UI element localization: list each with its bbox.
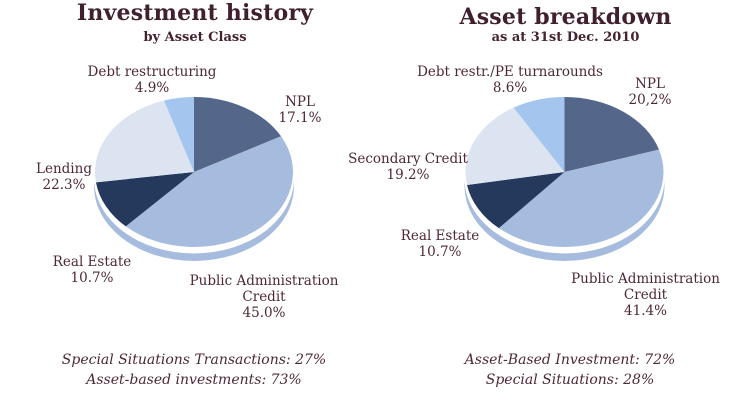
slice-label-text: Secondary Credit xyxy=(348,151,468,167)
asset-breakdown-subtitle: as at 31st Dec. 2010 xyxy=(491,30,640,45)
slice-label-pct: 10.7% xyxy=(70,269,114,286)
slice-label-real-estate: Real Estate 10.7% xyxy=(385,228,495,261)
slice-label-debt-restructuring: Debt restructuring 4.9% xyxy=(67,64,237,97)
slice-label-pct: 19.2% xyxy=(386,166,430,183)
slice-label-real-estate: Real Estate 10.7% xyxy=(37,254,147,287)
investment-history-footnotes: Special Situations Transactions: 27% Ass… xyxy=(34,350,354,391)
pie-slice-secondary-credit xyxy=(465,107,565,185)
slice-label-secondary-credit: Secondary Credit 19.2% xyxy=(333,151,483,184)
slice-label-text: Public Administration Credit xyxy=(571,271,720,303)
pie-slice-lending xyxy=(94,100,194,183)
pie-slice-debt-restr-pe-turnarounds xyxy=(513,97,565,172)
slice-label-pct: 17.1% xyxy=(278,109,322,126)
footnote-line: Special Situations Transactions: 27% xyxy=(61,352,327,368)
asset-breakdown-footnotes: Asset-Based Investment: 72% Special Situ… xyxy=(410,350,730,391)
footnote-line: Special Situations: 28% xyxy=(485,372,655,389)
slice-label-public-administration-credit: Public Administration Credit 41.4% xyxy=(558,271,733,320)
pie-slice-npl xyxy=(564,97,659,172)
slice-label-pct: 22.3% xyxy=(42,176,86,193)
pie-slice-debt-restructuring xyxy=(164,97,194,172)
pie-slice-npl xyxy=(194,97,282,172)
slice-label-text: NPL xyxy=(635,76,665,92)
pie-slice-real-estate xyxy=(467,172,565,229)
slice-label-text: Lending xyxy=(36,161,92,177)
asset-breakdown-title: Asset breakdown xyxy=(459,4,672,30)
footnote-line: Asset-Based Investment: 72% xyxy=(464,352,676,368)
pie-slice-public-administration-credit xyxy=(498,149,664,247)
slice-label-npl: NPL 17.1% xyxy=(240,94,360,127)
pie-slice-real-estate xyxy=(95,172,194,227)
asset-breakdown-pie-chart xyxy=(464,97,665,261)
pie-slice-public-administration-credit xyxy=(125,136,293,247)
slice-label-text: Debt restructuring xyxy=(87,64,217,80)
slice-label-pct: 45.0% xyxy=(242,304,286,321)
slice-label-pct: 8.6% xyxy=(492,79,528,96)
slice-label-pct: 41.4% xyxy=(624,302,667,319)
footnote-line: Asset-based investments: 73% xyxy=(86,372,302,389)
investment-history-pie-chart xyxy=(94,97,294,261)
slice-label-text: Real Estate xyxy=(52,254,132,270)
slice-label-text: NPL xyxy=(285,94,315,110)
investment-history-title: Investment history xyxy=(76,0,314,26)
slice-label-text: Public Administration Credit xyxy=(189,273,339,305)
slice-label-text: Debt restr./PE turnarounds xyxy=(417,64,603,80)
slice-label-public-administration-credit: Public Administration Credit 45.0% xyxy=(179,273,349,322)
slice-label-lending: Lending 22.3% xyxy=(9,161,119,194)
slice-label-pct: 10.7% xyxy=(418,243,462,260)
slice-label-npl: NPL 20,2% xyxy=(590,76,710,109)
slice-label-pct: 20,2% xyxy=(628,91,672,108)
slice-label-text: Real Estate xyxy=(400,228,480,244)
slice-label-debt-restr-pe-turnarounds: Debt restr./PE turnarounds 8.6% xyxy=(395,64,625,97)
slice-label-pct: 4.9% xyxy=(134,79,170,96)
investment-history-subtitle: by Asset Class xyxy=(143,30,247,45)
